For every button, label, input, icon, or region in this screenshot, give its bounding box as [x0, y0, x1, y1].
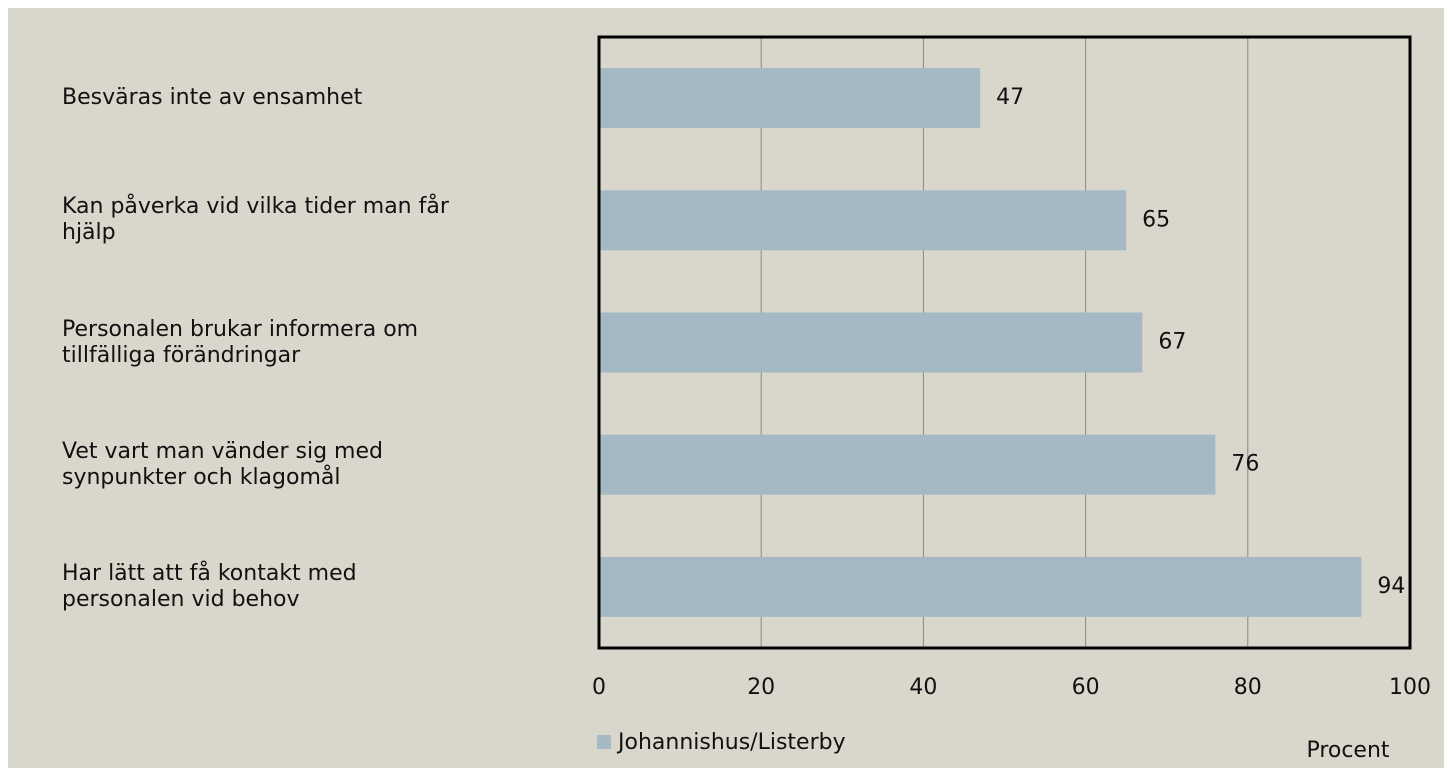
y-tick-label: Har lätt att få kontakt med personalen v…	[62, 560, 357, 612]
y-tick-label: Kan påverka vid vilka tider man får hjäl…	[62, 194, 449, 246]
x-tick-label: 60	[1072, 675, 1100, 700]
x-tick-label: 100	[1389, 675, 1431, 700]
data-label: 76	[1231, 452, 1259, 477]
data-label: 47	[996, 85, 1024, 110]
x-tick-label: 0	[592, 675, 606, 700]
legend-label: Johannishus/Listerby	[616, 730, 846, 755]
data-label: 65	[1142, 207, 1170, 232]
chart-background	[8, 8, 1444, 768]
y-tick-label: Personalen brukar informera om tillfälli…	[62, 316, 419, 368]
data-label: 94	[1377, 574, 1405, 599]
bar	[599, 68, 981, 129]
x-axis-title: Procent	[1306, 738, 1389, 763]
bar	[599, 312, 1143, 373]
x-tick-label: 80	[1234, 675, 1262, 700]
bar	[599, 190, 1127, 251]
x-tick-label: 20	[747, 675, 775, 700]
data-label: 67	[1158, 330, 1186, 355]
y-tick-label: Vet vart man vänder sig med synpunkter o…	[62, 438, 383, 490]
plot-border	[597, 35, 1412, 650]
y-tick-label: Besväras inte av ensamhet	[62, 85, 363, 111]
legend-swatch	[597, 735, 611, 749]
x-tick-label: 40	[909, 675, 937, 700]
bar	[599, 434, 1216, 495]
bar	[599, 556, 1362, 617]
